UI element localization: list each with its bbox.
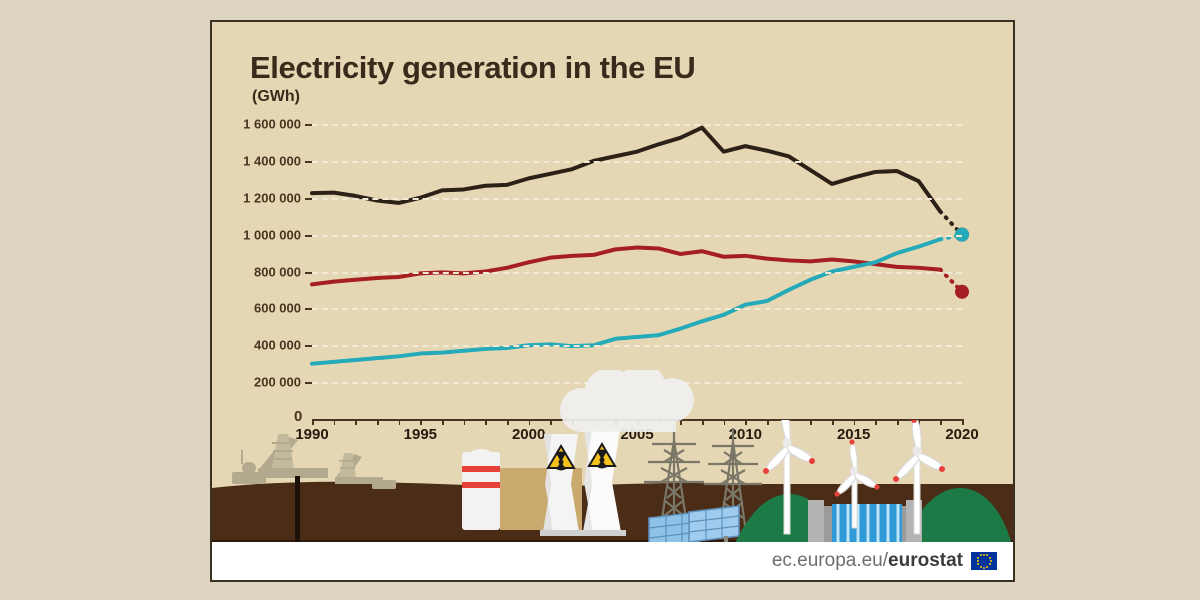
x-axis-tick <box>442 419 444 425</box>
series-line-renewables <box>310 237 943 366</box>
y-axis-tick <box>305 234 312 237</box>
x-axis-label: 2000 <box>511 426 546 443</box>
y-axis-tick <box>305 124 312 126</box>
x-axis-label: 1990 <box>295 426 329 443</box>
x-axis-tick <box>550 419 552 425</box>
x-axis-tick <box>940 419 942 425</box>
x-axis-tick <box>875 419 877 425</box>
y-axis-label: 1 600 000 <box>243 116 301 132</box>
x-axis-tick <box>832 419 834 425</box>
x-axis-label: 2020 <box>945 426 979 443</box>
y-axis-label: 600 000 <box>254 300 301 316</box>
x-axis-label: 2010 <box>728 426 763 443</box>
series-line-nuclear <box>310 245 943 287</box>
series-endpoint-renewables <box>955 227 969 242</box>
y-axis-label: 1 000 000 <box>243 227 301 243</box>
gridline <box>312 124 962 126</box>
x-axis-tick <box>702 419 704 425</box>
x-axis-tick <box>897 419 899 425</box>
pumpjack-large-icon <box>232 434 328 484</box>
x-axis-tick <box>377 419 379 425</box>
x-axis-tick <box>810 419 812 425</box>
x-axis-tick <box>507 419 509 425</box>
unit-label: (GWh) <box>252 88 300 105</box>
hill-right <box>902 488 1013 550</box>
x-axis-tick <box>333 419 336 425</box>
footer-bar: ec.europa.eu/eurostat <box>212 542 1013 580</box>
oil-well-pipe <box>295 476 300 548</box>
footer-url: ec.europa.eu/eurostat <box>771 550 963 571</box>
gridline <box>312 197 962 200</box>
x-axis-tick <box>312 419 314 425</box>
x-axis-label: 2015 <box>836 426 871 443</box>
cooling-tower-left <box>540 434 584 536</box>
y-axis-label: 800 000 <box>254 264 301 279</box>
y-axis-tick <box>305 345 312 348</box>
wind-turbine-2 <box>834 439 880 529</box>
gridline <box>312 308 962 311</box>
x-axis-tick <box>962 419 964 425</box>
x-axis-label: 1995 <box>403 426 438 443</box>
x-axis-tick <box>723 419 726 425</box>
y-axis-tick <box>305 308 312 311</box>
y-axis-label: 1 400 000 <box>243 153 301 169</box>
gridline <box>312 234 962 237</box>
steam-cloud <box>560 370 694 432</box>
x-axis-tick <box>485 419 487 425</box>
gridline <box>312 271 962 274</box>
x-axis-tick <box>853 419 856 425</box>
page-title: Electricity generation in the EU <box>250 50 696 85</box>
y-axis-tick <box>305 197 312 200</box>
y-axis-label: 200 000 <box>254 374 301 390</box>
wind-turbine-3 <box>893 420 945 535</box>
y-axis-label: 1 200 000 <box>243 190 301 206</box>
y-axis-tick <box>305 160 312 163</box>
x-axis-tick <box>355 419 357 425</box>
cooling-tower-right <box>579 430 626 536</box>
x-axis-tick <box>745 419 747 425</box>
x-axis-tick <box>398 419 401 425</box>
x-axis-tick <box>918 419 921 425</box>
y-axis-zero-label: 0 <box>294 408 303 425</box>
chart-panel: Electricity generation in the EU (GWh) 2… <box>210 20 1015 582</box>
x-axis-tick <box>767 419 769 425</box>
y-axis-tick <box>305 382 312 385</box>
x-axis-tick <box>420 419 422 425</box>
eu-flag-icon <box>971 552 997 570</box>
pumpjack-small-icon <box>335 453 396 489</box>
gridline <box>312 345 962 348</box>
gridline <box>312 160 962 163</box>
x-axis-tick <box>463 419 466 425</box>
x-axis-tick <box>680 419 682 425</box>
wind-turbine-1 <box>763 420 815 535</box>
y-axis-label: 400 000 <box>254 337 301 353</box>
x-axis-tick <box>528 419 531 425</box>
y-axis-tick <box>305 271 312 274</box>
series-endpoint-nuclear <box>955 284 969 299</box>
